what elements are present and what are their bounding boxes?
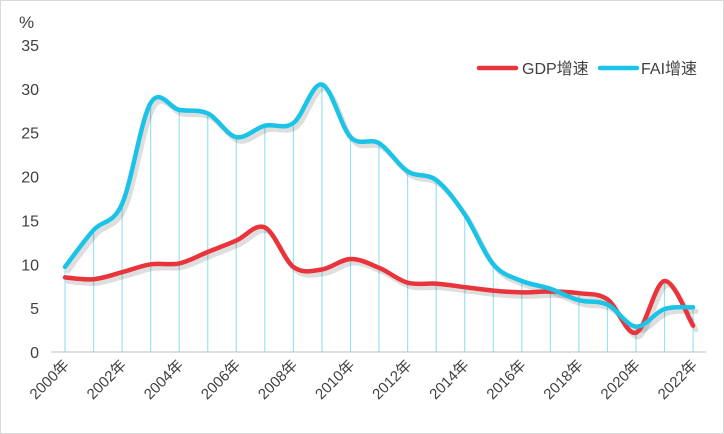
legend-label: FAI增速 [641, 60, 697, 78]
y-tick-label: 35 [21, 38, 39, 55]
x-tick-label: 2018年 [541, 357, 587, 403]
x-tick-label: 2016年 [483, 357, 529, 403]
x-tick-label: 2004年 [141, 357, 187, 403]
y-tick-label: 25 [21, 126, 39, 143]
x-tick-label: 2014年 [426, 357, 472, 403]
x-axis-ticks: 2000年 2002年 2004年 2006年 2008年 2010年 2012年 2014年… [27, 357, 701, 403]
x-tick-label: 2020年 [598, 357, 644, 403]
x-tick-label: 2006年 [198, 357, 244, 403]
series-line [62, 224, 696, 335]
x-tick-label: 2022年 [655, 357, 701, 403]
series-line [62, 82, 696, 329]
series-shadow [65, 228, 699, 340]
y-axis-unit: % [19, 13, 34, 32]
y-tick-label: 15 [21, 213, 39, 230]
y-tick-label: 10 [21, 257, 39, 274]
x-tick-label: 2012年 [369, 357, 415, 403]
x-tick-label: 2008年 [255, 357, 301, 403]
x-tick-label: 2010年 [312, 357, 358, 403]
legend: GDP增速 FAI增速 [476, 60, 697, 78]
drop-lines [64, 84, 694, 352]
y-axis-ticks: 0 5 10 15 20 25 30 35 [21, 38, 39, 362]
series-lines [62, 82, 696, 335]
y-tick-label: 0 [30, 345, 39, 362]
legend-label: GDP增速 [522, 60, 589, 78]
x-tick-label: 2002年 [84, 357, 130, 403]
y-tick-label: 20 [21, 170, 39, 187]
y-tick-label: 30 [21, 82, 39, 99]
x-tick-label: 2000年 [27, 357, 73, 403]
series-shadows [65, 86, 699, 340]
y-tick-label: 5 [30, 301, 39, 318]
